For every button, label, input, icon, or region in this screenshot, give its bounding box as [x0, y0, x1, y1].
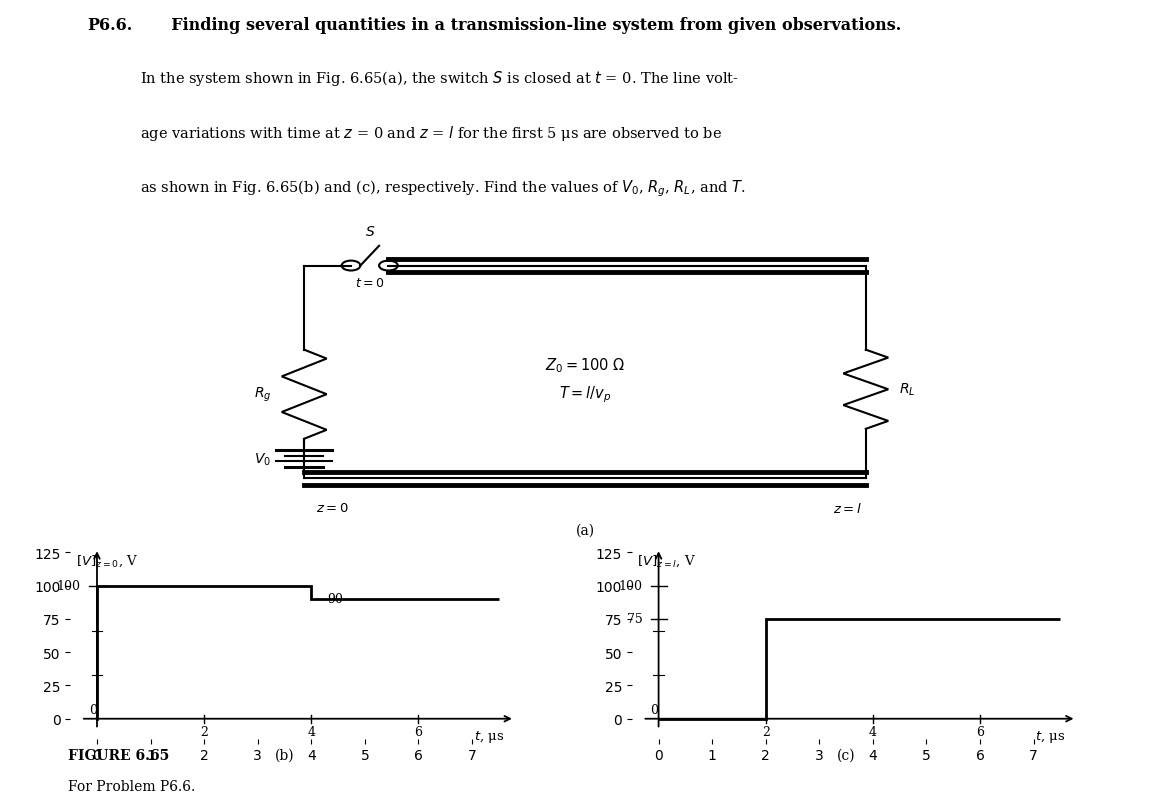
Text: For Problem P6.6.: For Problem P6.6.: [68, 779, 195, 793]
Text: 0: 0: [651, 703, 659, 716]
Text: In the system shown in Fig. 6.65(a), the switch $S$ is closed at $t$ = 0. The li: In the system shown in Fig. 6.65(a), the…: [140, 69, 739, 88]
Text: $[V]_{z=l}$, V: $[V]_{z=l}$, V: [638, 552, 696, 569]
Text: (b): (b): [275, 748, 295, 762]
Text: (a): (a): [576, 524, 594, 537]
Text: $Z_0 = 100\ \Omega$: $Z_0 = 100\ \Omega$: [545, 356, 625, 374]
Text: $z = 0$: $z = 0$: [316, 501, 349, 514]
Text: $t = 0$: $t = 0$: [355, 277, 385, 290]
Text: 100: 100: [619, 580, 642, 593]
Text: 75: 75: [627, 613, 642, 626]
Text: $R_L$: $R_L$: [899, 381, 915, 398]
Text: 2: 2: [762, 725, 770, 739]
Text: 100: 100: [57, 580, 81, 593]
Text: $t$, μs: $t$, μs: [474, 728, 504, 744]
Text: $S$: $S$: [365, 225, 374, 239]
Text: P6.6.: P6.6.: [88, 18, 133, 35]
Text: 90: 90: [328, 593, 343, 605]
Text: 6: 6: [976, 725, 984, 739]
Text: as shown in Fig. 6.65(b) and (c), respectively. Find the values of $V_0$, $R_g$,: as shown in Fig. 6.65(b) and (c), respec…: [140, 177, 746, 198]
Text: FIGURE 6.65: FIGURE 6.65: [68, 748, 170, 762]
Text: $t$, μs: $t$, μs: [1035, 728, 1066, 744]
Text: $z = l$: $z = l$: [833, 501, 861, 515]
Text: 2: 2: [200, 725, 208, 739]
Text: $R_g$: $R_g$: [254, 385, 271, 404]
Text: $[V]_{z=0}$, V: $[V]_{z=0}$, V: [76, 552, 138, 569]
Text: Finding several quantities in a transmission-line system from given observations: Finding several quantities in a transmis…: [160, 18, 902, 35]
Text: 0: 0: [89, 703, 97, 716]
Text: 4: 4: [869, 725, 876, 739]
Text: 6: 6: [414, 725, 422, 739]
Text: 4: 4: [308, 725, 315, 739]
Text: (c): (c): [837, 748, 855, 762]
Text: age variations with time at $z$ = 0 and $z$ = $l$ for the first 5 μs are observe: age variations with time at $z$ = 0 and …: [140, 124, 723, 143]
Text: $T = l/v_p$: $T = l/v_p$: [559, 385, 611, 405]
Text: $V_0$: $V_0$: [254, 450, 271, 467]
